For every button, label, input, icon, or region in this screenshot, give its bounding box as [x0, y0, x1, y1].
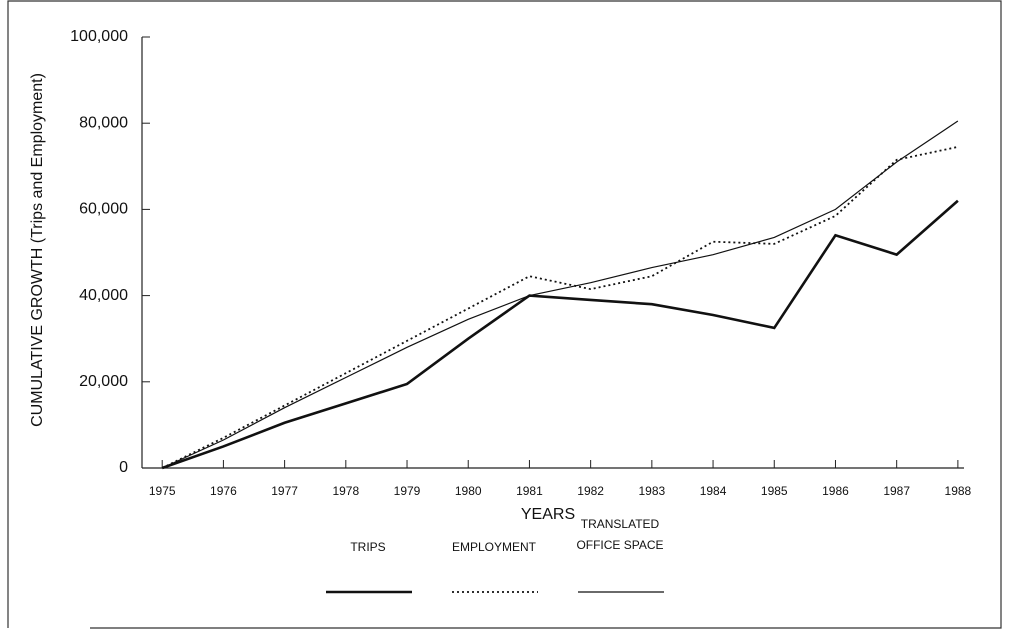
- series-line: [161, 199, 959, 470]
- x-tick-label: 1981: [516, 484, 543, 498]
- y-tick-label: 100,000: [70, 28, 128, 45]
- x-tick-label: 1986: [822, 484, 849, 498]
- legend-label: TRIPS: [350, 540, 385, 554]
- series-line: [161, 146, 959, 469]
- y-tick-label: 0: [119, 459, 128, 476]
- legend-label: TRANSLATED OFFICE SPACE: [576, 517, 663, 552]
- x-tick-label: 1985: [761, 484, 788, 498]
- x-tick-label: 1978: [332, 484, 359, 498]
- x-tick-label: 1980: [455, 484, 482, 498]
- x-tick-label: 1988: [945, 484, 972, 498]
- x-tick-label: 1977: [271, 484, 298, 498]
- y-tick-label: 80,000: [79, 114, 128, 131]
- x-tick-label: 1983: [638, 484, 665, 498]
- y-tick-label: 20,000: [79, 373, 128, 390]
- legend-label: EMPLOYMENT: [452, 540, 537, 554]
- y-tick-label: 40,000: [79, 287, 128, 304]
- x-tick-label: 1976: [210, 484, 237, 498]
- x-tick-label: 1984: [700, 484, 727, 498]
- x-tick-label: 1975: [149, 484, 176, 498]
- frame: [7, 0, 1002, 629]
- y-axis-label: CUMULATIVE GROWTH (Trips and Employment): [29, 73, 46, 427]
- series-line: [161, 120, 959, 469]
- x-axis-label: YEARS: [521, 506, 575, 523]
- x-tick-label: 1987: [883, 484, 910, 498]
- x-tick-label: 1982: [577, 484, 604, 498]
- y-tick-label: 60,000: [79, 201, 128, 218]
- x-tick-label: 1979: [394, 484, 421, 498]
